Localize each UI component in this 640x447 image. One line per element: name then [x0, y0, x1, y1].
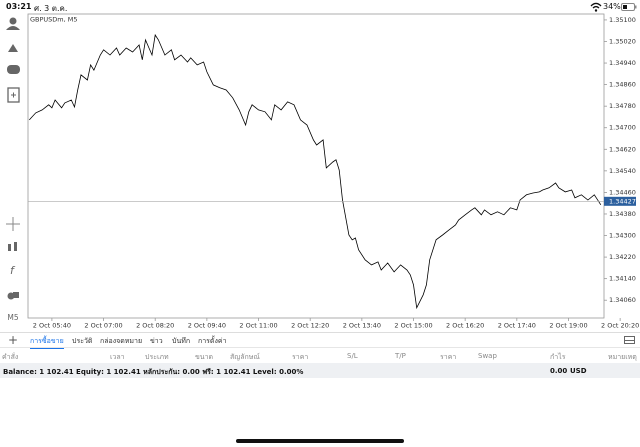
add-button[interactable]: +	[8, 333, 19, 347]
y-tick-label: 1.34620	[609, 145, 636, 153]
x-tick-label: 2 Oct 16:20	[446, 322, 484, 330]
x-tick-label: 2 Oct 13:40	[343, 322, 381, 330]
y-tick-label: 1.34060	[609, 296, 636, 304]
tab[interactable]: กล่องจดหมาย	[100, 337, 143, 345]
y-tick-label: 1.34460	[609, 188, 636, 196]
status-bar: 03:21 ศ. 3 ต.ค. 34%	[0, 0, 640, 14]
home-indicator	[236, 439, 404, 443]
column-header: Swap	[478, 352, 497, 360]
profit: 0.00	[550, 367, 568, 375]
x-tick-label: 2 Oct 19:00	[549, 322, 587, 330]
x-tick-label: 2 Oct 15:00	[394, 322, 432, 330]
balance-summary: Balance: 1 102.41 Equity: 1 102.41 หลักป…	[3, 368, 304, 376]
table-header: คำสั่ง เวลา ประเภท ขนาด สัญลักษณ์ ราคา S/L T/P ร…	[0, 347, 640, 364]
tab[interactable]: การซื้อขาย	[30, 336, 64, 349]
y-tick-label: 1.34540	[609, 167, 636, 175]
column-header: S/L	[347, 352, 358, 360]
tab[interactable]: บันทึก	[172, 337, 191, 345]
plot-frame	[27, 13, 605, 319]
column-header: สัญลักษณ์	[230, 353, 260, 361]
column-header: ประเภท	[145, 353, 169, 361]
balance-row: Balance: 1 102.41 Equity: 1 102.41 หลักป…	[0, 363, 640, 378]
y-tick-label: 1.34780	[609, 102, 636, 110]
toolbar-icons[interactable]: f	[6, 17, 20, 300]
x-tick-label: 2 Oct 11:00	[239, 322, 277, 330]
column-header: คำสั่ง	[2, 353, 19, 361]
chart-title: GBPUSDm, M5	[30, 16, 78, 24]
tab[interactable]: การตั้งค่า	[198, 337, 227, 345]
last-price-box	[604, 196, 636, 206]
chart: GBPUSDm, M5 1.35100 1.35020 1.34940 1.34860…	[27, 13, 639, 330]
svg-text:f: f	[10, 264, 16, 277]
x-tick-label: 2 Oct 20:20	[601, 322, 639, 330]
column-header: หมายเหตุ	[608, 353, 637, 361]
column-header: ราคา	[292, 353, 309, 361]
column-header: T/P	[395, 352, 406, 360]
x-tick-label: 2 Oct 09:40	[188, 322, 226, 330]
column-header: ราคา	[440, 353, 457, 361]
timeframe-label[interactable]: M5	[7, 313, 18, 322]
price-line	[29, 33, 602, 310]
x-tick-label: 2 Oct 05:40	[33, 322, 71, 330]
y-tick-label: 1.34380	[609, 210, 636, 218]
date: ศ. 3 ต.ค.	[34, 4, 68, 13]
y-tick-label: 1.34860	[609, 81, 636, 89]
last-price-label: 1.34427	[609, 197, 636, 205]
tab[interactable]: ประวัติ	[72, 337, 93, 345]
x-tick-label: 2 Oct 12:20	[291, 322, 329, 330]
y-tick-label: 1.34940	[609, 59, 636, 67]
left-toolbar: f M5	[6, 17, 20, 322]
x-tick-label: 2 Oct 08:20	[136, 322, 174, 330]
y-tick-label: 1.34220	[609, 253, 636, 261]
column-header: เวลา	[110, 353, 125, 361]
tab[interactable]: ข่าว	[150, 337, 163, 345]
y-tick-label: 1.34700	[609, 124, 636, 132]
wifi-icon	[590, 2, 602, 12]
column-header: ขนาด	[195, 353, 214, 361]
x-tick-label: 2 Oct 17:40	[498, 322, 536, 330]
layout-icon[interactable]	[624, 336, 636, 345]
column-header: กำไร	[550, 353, 566, 361]
battery-icon	[621, 3, 637, 11]
y-tick-label: 1.34140	[609, 275, 636, 283]
y-tick-label: 1.35100	[609, 16, 636, 24]
currency: USD	[570, 367, 587, 375]
tab-bar: + การซื้อขาย ประวัติ กล่องจดหมาย ข่าว บันทึก…	[0, 332, 640, 349]
x-tick-label: 2 Oct 07:00	[84, 322, 122, 330]
y-tick-label: 1.34300	[609, 232, 636, 240]
battery-level: 34%	[603, 2, 621, 11]
clock: 03:21	[6, 2, 32, 11]
y-tick-label: 1.35020	[609, 37, 636, 45]
